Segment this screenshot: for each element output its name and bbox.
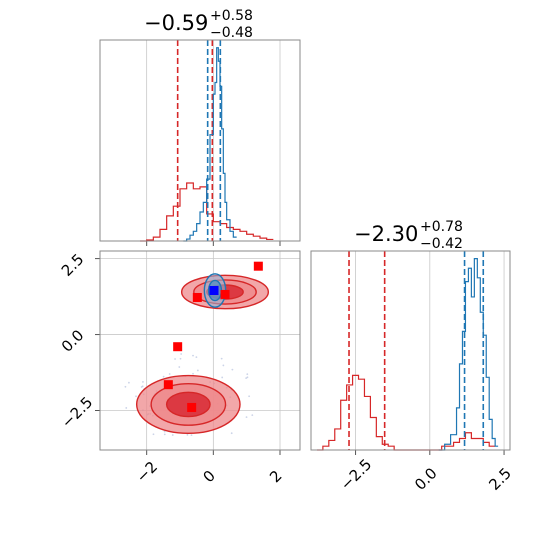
joint-sample-point <box>179 357 182 360</box>
joint-sample-point <box>135 395 137 398</box>
marginal-2-xtick-label: 2.5 <box>485 464 515 494</box>
joint-blue-marker <box>209 285 219 295</box>
joint-sample-point <box>124 385 127 388</box>
joint-sample-point <box>125 407 128 409</box>
joint-sample-point <box>180 353 183 355</box>
joint-sample-point <box>246 376 249 379</box>
marginal-2-histogram-series <box>316 374 496 451</box>
joint-red-marker <box>253 261 263 271</box>
marginal-1-title: −0.59 +0.58 −0.48 <box>144 8 253 41</box>
joint-sample-point <box>171 434 174 436</box>
joint-sample-point <box>195 356 198 359</box>
joint-sample-point <box>246 373 249 376</box>
joint-sample-point <box>174 358 176 360</box>
marginal-2-title: −2.30 +0.78 −0.42 <box>354 219 463 252</box>
marginal-2-title-upper: +0.78 <box>420 219 463 235</box>
joint-red-marker <box>220 289 230 299</box>
joint-frame <box>99 250 301 451</box>
joint-sample-point <box>163 430 166 433</box>
joint-sample-point <box>141 385 144 388</box>
joint-sample-point <box>192 354 194 357</box>
joint-sample-point <box>248 395 251 398</box>
joint-red-marker <box>187 402 197 412</box>
joint-sample-point <box>231 368 234 371</box>
marginal-1-title-upper: +0.58 <box>210 8 253 24</box>
joint-sample-point <box>192 372 194 375</box>
marginal-1-title-main: −0.59 <box>144 11 208 35</box>
marginal-1-panel <box>99 39 301 246</box>
joint-red-marker <box>163 380 173 390</box>
marginal-2-title-main: −2.30 <box>354 222 418 246</box>
marginal-2-xtick-label: 0.0 <box>411 464 441 494</box>
joint-sample-point <box>251 414 254 417</box>
joint-sample-point <box>221 376 224 379</box>
joint-sample-point <box>152 433 155 436</box>
joint-ytick-label: 2.5 <box>58 250 88 280</box>
marginal-2-xtick-label: −2.5 <box>337 455 375 493</box>
joint-sample-point <box>222 364 225 367</box>
joint-sample-point <box>162 375 165 378</box>
joint-sample-point <box>163 433 166 436</box>
marginal-2-frame <box>310 250 511 451</box>
joint-sample-point <box>178 366 181 368</box>
joint-ytick-label: −2.5 <box>58 393 96 431</box>
marginal-2-histogram-series <box>438 258 499 451</box>
marginal-1-histogram-series <box>183 47 237 242</box>
joint-sample-point <box>186 433 189 436</box>
joint-sample-point <box>168 373 171 375</box>
joint-sample-point <box>190 434 193 437</box>
joint-sample-point <box>245 377 248 380</box>
joint-xtick-label: 0 <box>199 467 218 486</box>
marginal-2-panel: −2.5 0.0 2.5 <box>310 250 515 494</box>
joint-ytick-label: 0.0 <box>58 326 88 356</box>
marginal-1-frame <box>99 39 301 242</box>
joint-xtick-label: −2 <box>133 458 161 486</box>
joint-sample-point <box>196 369 199 372</box>
joint-red-marker <box>173 342 183 352</box>
joint-red-marker <box>192 292 202 302</box>
joint-sample-point <box>230 432 233 435</box>
joint-sample-point <box>128 381 130 384</box>
joint-sample-point <box>220 357 223 360</box>
joint-sample-point <box>245 416 248 419</box>
joint-panel: −2 0 2 −2.5 0.0 2.5 <box>58 250 301 486</box>
marginal-1-title-lower: −0.48 <box>210 25 253 41</box>
joint-sample-point <box>142 381 144 383</box>
joint-xtick-label: 2 <box>266 467 285 486</box>
marginal-2-title-lower: −0.42 <box>420 236 463 252</box>
